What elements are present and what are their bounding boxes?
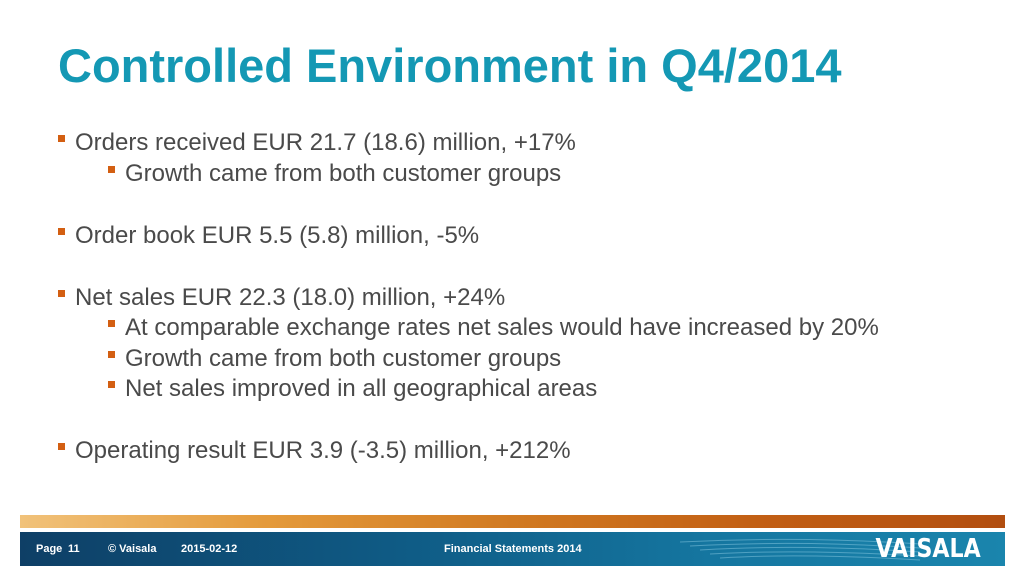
- bullet-text: Growth came from both customer groups: [125, 160, 562, 187]
- footer-copyright: © Vaisala: [108, 543, 157, 555]
- footer-date: 2015-02-12: [181, 543, 238, 555]
- bullet-text: At comparable exchange rates net sales w…: [125, 314, 879, 341]
- bullet-square-icon: [108, 381, 115, 388]
- sub-bullet-item: At comparable exchange rates net sales w…: [108, 313, 879, 343]
- bullet-square-icon: [108, 351, 115, 358]
- footer-bar: Page 11 © Vaisala 2015-02-12 Financial S…: [20, 532, 1005, 566]
- footer-page-label: Page: [36, 543, 63, 555]
- bullet-text: Net sales EUR 22.3 (18.0) million, +24%: [75, 284, 506, 311]
- footer-page-number: 11: [68, 543, 80, 555]
- vaisala-logo: VAISALA: [875, 534, 981, 564]
- footer-swoosh-graphic: [680, 538, 920, 561]
- slide-title: Controlled Environment in Q4/2014: [58, 39, 842, 92]
- sub-bullet-item: Growth came from both customer groups: [108, 344, 561, 374]
- sub-bullet-item: Net sales improved in all geographical a…: [108, 374, 597, 404]
- bullet-item: Order book EUR 5.5 (5.8) million, -5%: [58, 221, 479, 251]
- bullet-text: Growth came from both customer groups: [125, 345, 562, 372]
- bullet-square-icon: [58, 290, 65, 297]
- footer-document-title: Financial Statements 2014: [444, 543, 582, 555]
- bullet-item: Orders received EUR 21.7 (18.6) million,…: [58, 128, 576, 158]
- bullet-square-icon: [58, 228, 65, 235]
- bullet-square-icon: [108, 166, 115, 173]
- bullet-text: Order book EUR 5.5 (5.8) million, -5%: [75, 222, 480, 249]
- bullet-item: Operating result EUR 3.9 (-3.5) million,…: [58, 436, 571, 466]
- footer-accent-stripe: [20, 515, 1005, 528]
- bullet-item: Net sales EUR 22.3 (18.0) million, +24%: [58, 283, 505, 313]
- bullet-square-icon: [108, 320, 115, 327]
- bullet-text: Orders received EUR 21.7 (18.6) million,…: [75, 129, 576, 156]
- bullet-text: Operating result EUR 3.9 (-3.5) million,…: [75, 437, 571, 464]
- bullet-square-icon: [58, 135, 65, 142]
- sub-bullet-item: Growth came from both customer groups: [108, 159, 561, 189]
- bullet-square-icon: [58, 443, 65, 450]
- bullet-text: Net sales improved in all geographical a…: [125, 375, 598, 402]
